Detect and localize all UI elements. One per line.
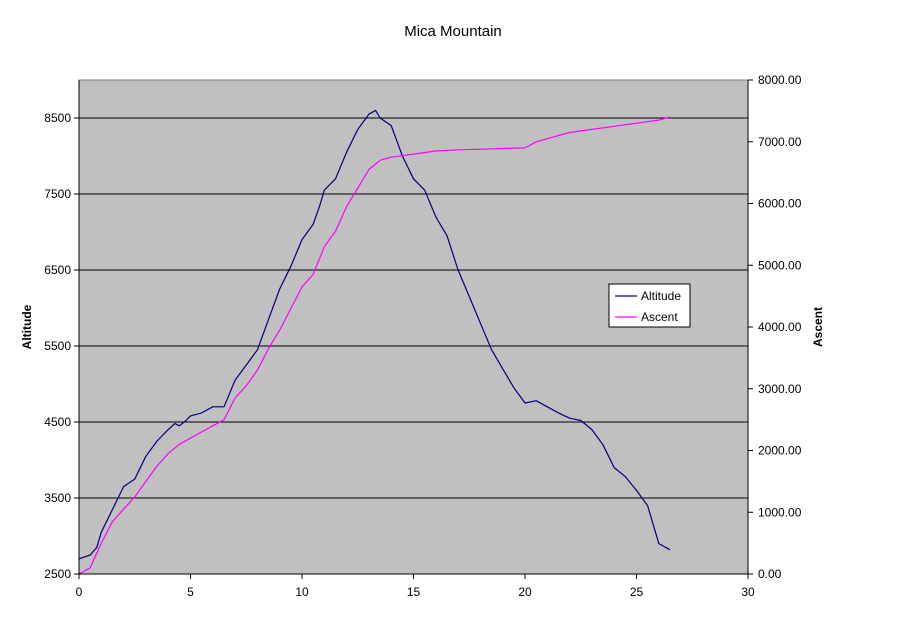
x-tick-label: 15 [407, 585, 421, 599]
y2-axis-title: Ascent [811, 307, 825, 347]
y-tick-label: 4500 [44, 415, 71, 429]
y2-tick-label: 4000.00 [758, 320, 802, 334]
x-tick-label: 30 [741, 585, 755, 599]
y-axis-title: Altitude [20, 304, 34, 349]
x-tick-label: 25 [630, 585, 644, 599]
y2-tick-label: 1000.00 [758, 505, 802, 519]
y2-tick-label: 8000.00 [758, 73, 802, 87]
series-line-altitude [78, 109, 671, 560]
y-tick-label: 3500 [44, 491, 71, 505]
axes [74, 79, 753, 579]
y2-tick-label: 3000.00 [758, 382, 802, 396]
y-tick-label: 5500 [44, 339, 71, 353]
legend: Altitude Ascent [608, 283, 691, 328]
legend-box [608, 283, 691, 328]
y-tick-label: 7500 [44, 187, 71, 201]
y-tick-label: 6500 [44, 263, 71, 277]
series-layer [78, 109, 671, 575]
y2-tick-label: 2000.00 [758, 444, 802, 458]
y-tick-labels: 2500 3500 4500 5500 6500 7500 8500 [44, 111, 71, 581]
x-tick-label: 0 [76, 585, 83, 599]
legend-label-ascent: Ascent [641, 310, 678, 324]
x-tick-labels: 0 5 10 15 20 25 30 [76, 585, 755, 599]
y2-tick-label: 6000.00 [758, 197, 802, 211]
legend-label-altitude: Altitude [641, 289, 681, 303]
y2-tick-label: 0.00 [758, 567, 782, 581]
y2-tick-labels: 0.00 1000.00 2000.00 3000.00 4000.00 5000.00 6… [758, 73, 802, 581]
x-tick-label: 5 [187, 585, 194, 599]
series-line-ascent [78, 116, 671, 575]
chart-title: Mica Mountain [404, 23, 502, 40]
y2-tick-label: 7000.00 [758, 135, 802, 149]
x-tick-label: 20 [518, 585, 532, 599]
y2-tick-label: 5000.00 [758, 258, 802, 272]
x-tick-label: 10 [295, 585, 309, 599]
y-tick-label: 2500 [44, 567, 71, 581]
y-tick-label: 8500 [44, 111, 71, 125]
